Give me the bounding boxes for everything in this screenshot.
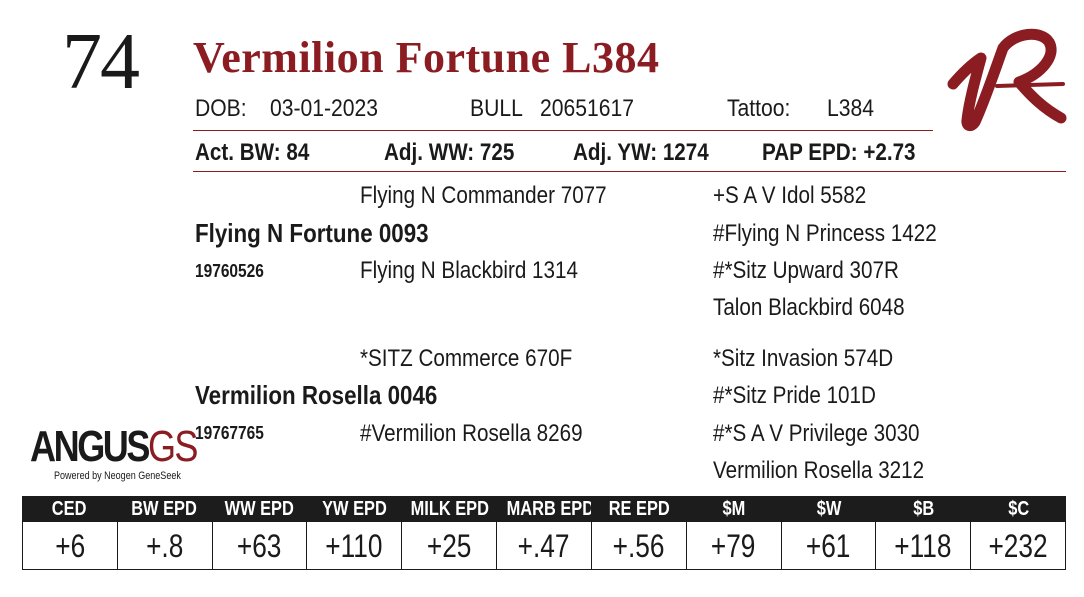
brand-mark-icon <box>947 28 1067 132</box>
dam-name: Vermilion Rosella 0046 <box>195 380 438 410</box>
epd-value-dollar-m: +79 <box>687 522 782 569</box>
epd-header-bw: BW EPD <box>131 498 198 520</box>
epd-header-marb: MARB EPD <box>506 498 592 520</box>
epd-header-re: RE EPD <box>608 498 670 520</box>
epd-header-row: CED BW EPD WW EPD YW EPD MILK EPD MARB E… <box>22 496 1066 522</box>
dam-dam-dam: Vermilion Rosella 3212 <box>713 457 925 484</box>
epd-value-milk: +25 <box>402 522 498 569</box>
performance-divider <box>193 171 1066 172</box>
angus-gs-logo: ANGUSGS Powered by Neogen GeneSeek <box>30 422 198 485</box>
epd-value-re: +.56 <box>592 522 687 569</box>
epd-value-dollar-w: +61 <box>782 522 877 569</box>
dob-label: DOB: <box>195 95 247 122</box>
sire-registration: 19760526 <box>195 261 264 281</box>
dam-sire: *SITZ Commerce 670F <box>360 345 573 372</box>
sire-sire-dam: #Flying N Princess 1422 <box>713 220 937 247</box>
epd-header-milk: MILK EPD <box>410 498 489 520</box>
sire-dam: Flying N Blackbird 1314 <box>360 257 578 284</box>
dam-dam-sire: #*S A V Privilege 3030 <box>713 420 920 447</box>
sire-sire-sire: +S A V Idol 5582 <box>713 182 867 209</box>
dam-sire-dam: #*Sitz Pride 101D <box>713 382 876 409</box>
adjusted-yearling-weight: Adj. YW: 1274 <box>573 139 709 166</box>
epd-value-dollar-c: +232 <box>971 522 1066 569</box>
pap-epd: PAP EPD: +2.73 <box>762 139 916 166</box>
epd-value-ced: +6 <box>23 522 118 569</box>
epd-header-dollar-w: $W <box>816 498 842 520</box>
tattoo-value: L384 <box>827 95 874 122</box>
epd-table: CED BW EPD WW EPD YW EPD MILK EPD MARB E… <box>22 496 1066 570</box>
epd-value-bw: +.8 <box>118 522 213 569</box>
epd-header-yw: YW EPD <box>321 498 387 520</box>
dam-sire-sire: *Sitz Invasion 574D <box>713 345 894 372</box>
epd-header-dollar-b: $B <box>913 498 935 520</box>
dob-value: 03-01-2023 <box>270 95 379 122</box>
actual-birth-weight: Act. BW: 84 <box>195 139 310 166</box>
registration-number: 20651617 <box>540 95 634 122</box>
dam-registration: 19767765 <box>195 423 264 443</box>
sire-name: Flying N Fortune 0093 <box>195 218 429 248</box>
epd-value-dollar-b: +118 <box>876 522 972 569</box>
logo-suffix-text: GS <box>148 422 198 471</box>
animal-name: Vermilion Fortune L384 <box>193 33 660 82</box>
logo-tagline: Powered by Neogen GeneSeek <box>54 470 181 482</box>
epd-value-yw: +110 <box>307 522 403 569</box>
epd-value-row: +6 +.8 +63 +110 +25 +.47 +.56 +79 +61 +1… <box>22 522 1066 570</box>
header-divider <box>193 130 933 131</box>
sire-sire: Flying N Commander 7077 <box>360 182 607 209</box>
adjusted-weaning-weight: Adj. WW: 725 <box>384 139 515 166</box>
sex-value: BULL <box>470 95 523 122</box>
sire-dam-dam: Talon Blackbird 6048 <box>713 294 905 321</box>
epd-value-marb: +.47 <box>497 522 592 569</box>
epd-header-dollar-c: $C <box>1008 498 1029 520</box>
sire-dam-sire: #*Sitz Upward 307R <box>713 257 899 284</box>
epd-header-dollar-m: $M <box>722 498 746 520</box>
lot-number: 74 <box>62 18 140 106</box>
tattoo-label: Tattoo: <box>727 95 791 122</box>
logo-main-text: ANGUS <box>30 422 150 471</box>
dam-dam: #Vermilion Rosella 8269 <box>360 420 583 447</box>
epd-header-ww: WW EPD <box>224 498 294 520</box>
epd-value-ww: +63 <box>213 522 308 569</box>
epd-header-ced: CED <box>52 498 87 520</box>
